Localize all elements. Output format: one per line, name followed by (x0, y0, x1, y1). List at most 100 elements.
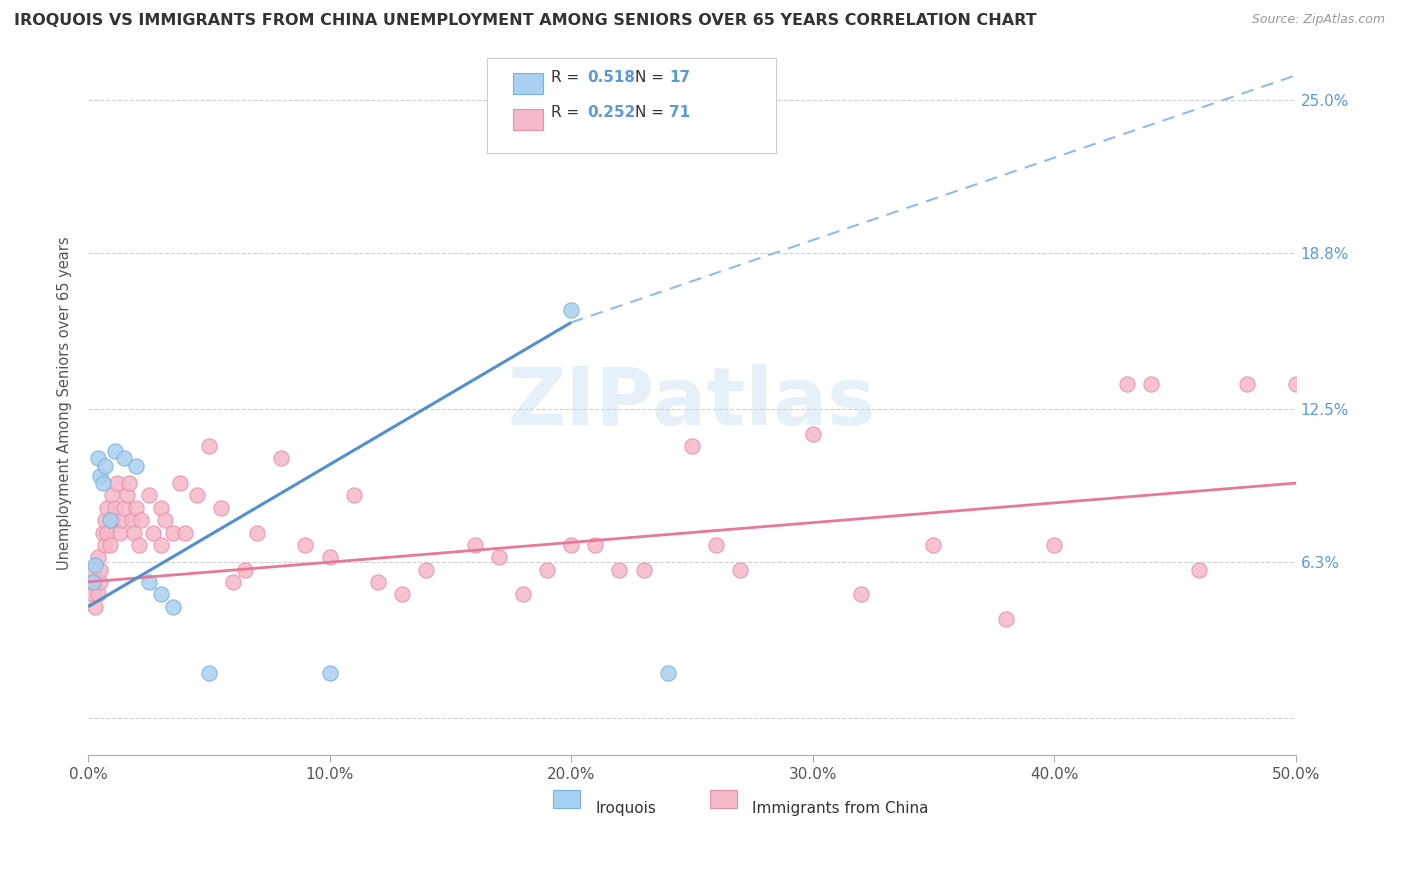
Point (138, 574, 160, 589)
Point (96, 525, 118, 540)
Point (1139, 377, 1161, 392)
Point (186, 488, 208, 502)
Text: N =: N = (636, 105, 669, 120)
Point (169, 476, 191, 491)
Point (209, 500, 232, 515)
Point (583, 538, 606, 552)
Point (922, 538, 945, 552)
Point (82, 574, 104, 589)
Point (89, 574, 111, 589)
FancyBboxPatch shape (553, 790, 579, 808)
Point (633, 563, 655, 577)
Point (318, 666, 340, 681)
Point (82, 563, 104, 577)
Point (994, 612, 1017, 626)
Point (162, 599, 184, 614)
Point (415, 563, 437, 577)
Point (609, 563, 631, 577)
Point (198, 666, 221, 681)
Point (128, 538, 150, 552)
Point (198, 439, 221, 453)
Point (104, 444, 127, 458)
Point (1284, 377, 1306, 392)
FancyBboxPatch shape (486, 58, 776, 153)
Point (96, 500, 118, 515)
Point (1188, 563, 1211, 577)
Text: 71: 71 (669, 105, 690, 120)
Point (704, 538, 727, 552)
Y-axis label: Unemployment Among Seniors over 65 years: Unemployment Among Seniors over 65 years (58, 236, 72, 570)
Point (138, 488, 160, 502)
Point (115, 488, 138, 502)
Point (1296, 500, 1319, 515)
Point (104, 500, 127, 515)
Point (560, 303, 582, 318)
Point (91, 476, 114, 491)
Point (318, 550, 340, 565)
Point (1236, 377, 1258, 392)
Point (111, 513, 134, 527)
Text: IROQUOIS VS IMMIGRANTS FROM CHINA UNEMPLOYMENT AMONG SENIORS OVER 65 YEARS CORRE: IROQUOIS VS IMMIGRANTS FROM CHINA UNEMPL… (14, 13, 1036, 29)
Point (512, 587, 534, 601)
Point (87, 587, 110, 601)
Point (233, 563, 256, 577)
Text: Source: ZipAtlas.com: Source: ZipAtlas.com (1251, 13, 1385, 27)
Point (121, 513, 143, 527)
Point (129, 513, 152, 527)
Point (89, 563, 111, 577)
Point (1043, 538, 1066, 552)
Point (101, 513, 124, 527)
Point (222, 574, 245, 589)
FancyBboxPatch shape (710, 790, 737, 808)
Point (464, 538, 486, 552)
Point (125, 458, 148, 473)
Text: R =: R = (551, 105, 583, 120)
Point (84, 558, 107, 572)
Point (149, 500, 172, 515)
Point (142, 525, 165, 540)
Text: N =: N = (636, 70, 669, 85)
Point (536, 563, 558, 577)
Text: 0.518: 0.518 (586, 70, 636, 85)
Point (89, 468, 111, 483)
Text: 0.252: 0.252 (586, 105, 636, 120)
Point (125, 500, 148, 515)
Point (560, 538, 582, 552)
Point (87, 550, 110, 565)
Point (98, 513, 121, 527)
Point (149, 538, 172, 552)
Point (112, 500, 135, 515)
Point (162, 525, 184, 540)
Point (84, 599, 107, 614)
Point (101, 488, 124, 502)
Point (681, 439, 703, 453)
Point (657, 666, 679, 681)
Point (87, 451, 110, 466)
Point (79, 574, 101, 589)
Point (801, 426, 824, 441)
Point (91, 525, 114, 540)
Text: Iroquois: Iroquois (595, 801, 657, 815)
Point (122, 525, 145, 540)
Point (294, 538, 316, 552)
Point (391, 587, 413, 601)
Point (343, 488, 366, 502)
Point (270, 451, 292, 466)
Point (94, 538, 117, 552)
Text: 17: 17 (669, 70, 690, 85)
Point (94, 458, 117, 473)
Point (112, 451, 135, 466)
Point (246, 525, 269, 540)
Point (118, 476, 141, 491)
Point (94, 513, 117, 527)
Point (728, 563, 751, 577)
FancyBboxPatch shape (513, 109, 543, 130)
Point (1115, 377, 1137, 392)
Text: Immigrants from China: Immigrants from China (752, 801, 929, 815)
Point (105, 476, 128, 491)
FancyBboxPatch shape (513, 73, 543, 95)
Point (155, 513, 177, 527)
Text: R =: R = (551, 70, 583, 85)
Point (98, 538, 121, 552)
Point (149, 587, 172, 601)
